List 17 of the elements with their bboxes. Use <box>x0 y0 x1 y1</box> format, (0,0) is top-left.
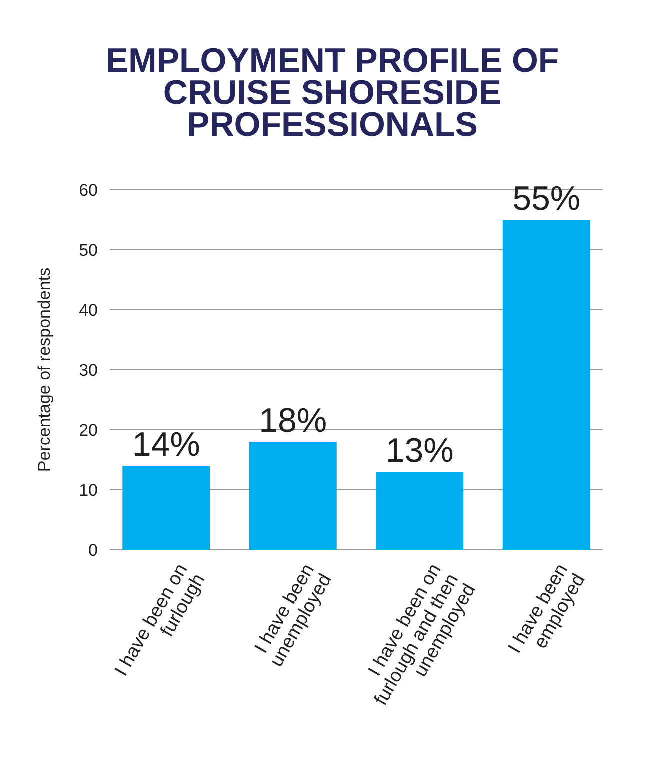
y-tick-label: 40 <box>79 300 98 320</box>
y-tick-label: 50 <box>79 240 98 260</box>
y-tick-label: 0 <box>88 540 98 560</box>
data-label: 55% <box>512 180 581 218</box>
bar <box>502 220 590 550</box>
data-label: 14% <box>132 426 200 464</box>
bar <box>249 442 337 550</box>
y-tick-label: 20 <box>79 420 98 440</box>
bar <box>376 472 464 550</box>
data-label: 13% <box>386 432 454 470</box>
y-tick-label: 10 <box>79 480 98 500</box>
chart-title: EMPLOYMENT PROFILE OF CRUISE SHORESIDE PROFESSIONALS <box>106 42 560 144</box>
bar <box>122 466 210 550</box>
y-tick-label: 30 <box>79 360 98 380</box>
y-tick-label: 60 <box>79 180 98 200</box>
y-axis-title: Percentage of respondents <box>35 268 54 472</box>
data-label: 18% <box>259 402 328 440</box>
